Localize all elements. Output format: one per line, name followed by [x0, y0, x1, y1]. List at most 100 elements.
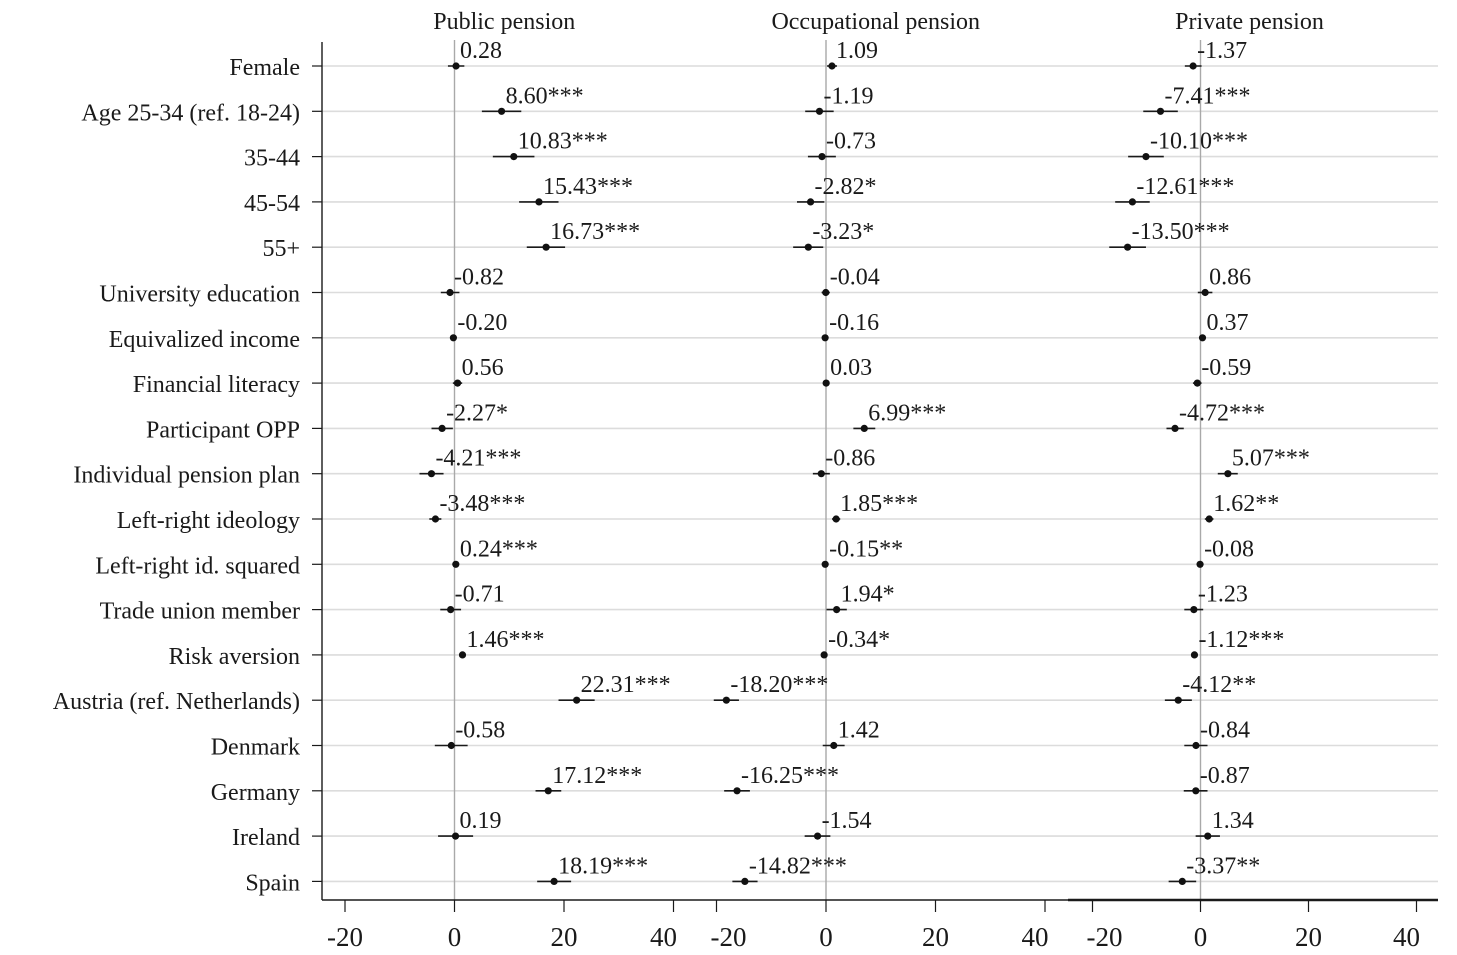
coefficient-point	[832, 515, 840, 523]
coefficient-point	[447, 741, 455, 750]
coefficient-label: -10.10***	[1150, 129, 1248, 155]
x-tick-label: 0	[448, 922, 462, 952]
coefficient-point	[1193, 379, 1201, 387]
x-tick-label: 20	[922, 922, 949, 952]
row-label: Ireland	[232, 825, 300, 851]
coefficient-label: 0.28	[460, 38, 502, 64]
coefficient-label: -13.50***	[1132, 219, 1230, 245]
coefficient-label: 0.37	[1206, 310, 1248, 336]
coefficient-point	[451, 832, 460, 840]
coefficient-label: -0.82	[454, 265, 504, 291]
coefficient-label: -0.73	[826, 129, 876, 155]
coefficient-point	[733, 787, 741, 795]
coefficient-label: -3.23*	[812, 219, 874, 245]
coefficient-point	[813, 832, 822, 840]
x-tick-label: -20	[711, 922, 747, 952]
coefficient-point	[1192, 741, 1200, 750]
coefficient-label: -0.59	[1201, 355, 1251, 381]
row-label: Left-right id. squared	[95, 553, 300, 579]
coefficient-point	[427, 470, 436, 478]
coefficient-label: -2.27*	[446, 400, 508, 426]
coefficient-label: 1.42	[838, 718, 880, 744]
row-label: 55+	[262, 236, 300, 262]
coefficient-label: 1.94*	[841, 582, 895, 608]
coefficient-point	[818, 153, 826, 161]
coefficient-point	[431, 515, 440, 523]
coefficient-point	[449, 334, 458, 342]
coefficient-label: -14.82***	[749, 853, 847, 879]
coefficient-label: -3.48***	[439, 491, 525, 517]
panel-title: Private pension	[1175, 9, 1324, 35]
x-tick-label: 0	[1194, 922, 1208, 952]
row-label: Individual pension plan	[73, 463, 300, 489]
coefficient-point	[1224, 470, 1232, 478]
row-label: 45-54	[244, 191, 300, 217]
coefficient-point	[1190, 606, 1198, 614]
coefficient-label: -4.72***	[1179, 400, 1265, 426]
coefficient-point	[447, 606, 455, 614]
coefficient-point	[822, 379, 830, 387]
coefficient-point	[1142, 153, 1150, 161]
coefficient-point	[820, 651, 828, 659]
coefficient-point	[833, 606, 841, 614]
coefficient-point	[535, 198, 543, 206]
coefficient-point	[550, 877, 558, 886]
coefficient-label: -0.58	[455, 718, 505, 744]
coefficient-label: 15.43***	[543, 174, 633, 200]
coefficient-label: -18.20***	[730, 672, 828, 698]
coefficient-label: 18.19***	[558, 853, 648, 879]
coefficient-label: 0.19	[460, 808, 502, 834]
coefficient-label: -0.15**	[829, 536, 903, 562]
coefficient-label: -0.34*	[828, 627, 890, 653]
coefficient-point	[1201, 288, 1209, 297]
coefficient-point	[497, 107, 506, 115]
coefficient-label: -7.41***	[1164, 83, 1250, 109]
coefficient-label: 0.03	[830, 355, 872, 381]
x-tick-label: 20	[1295, 922, 1322, 952]
coefficient-label: -0.16	[829, 310, 879, 336]
row-label: Austria (ref. Netherlands)	[53, 689, 300, 715]
row-label: Germany	[211, 780, 300, 806]
panel-title: Occupational pension	[771, 9, 980, 35]
coefficient-label: 1.85***	[840, 491, 918, 517]
coefficient-point	[1196, 560, 1204, 568]
coefficient-point	[1156, 107, 1165, 115]
row-label: Financial literacy	[133, 372, 300, 398]
coefficient-label: -0.87	[1200, 763, 1250, 789]
coefficient-point	[1174, 696, 1182, 704]
coefficient-point	[1190, 651, 1199, 659]
coefficient-label: 0.86	[1209, 265, 1251, 291]
coefficient-label: 8.60***	[506, 83, 584, 109]
row-label: University education	[99, 282, 300, 308]
coefficient-point	[1128, 198, 1137, 206]
coefficient-label: 0.56	[462, 355, 504, 381]
x-tick-label: 20	[551, 922, 578, 952]
coefficient-point	[1205, 515, 1213, 523]
coefficient-point	[452, 62, 460, 70]
coefficient-label: 1.46***	[466, 627, 544, 653]
coefficient-point	[542, 243, 550, 251]
row-label: Risk aversion	[169, 644, 300, 670]
coefficient-point	[1189, 62, 1197, 70]
coefficient-point	[438, 424, 446, 432]
coefficient-point	[806, 198, 815, 206]
x-tick-label: -20	[327, 922, 363, 952]
coefficient-point	[741, 877, 749, 886]
coefficient-point	[458, 651, 467, 659]
coefficient-label: -3.37**	[1186, 853, 1260, 879]
coefficient-point	[544, 787, 552, 795]
coefficient-point	[815, 107, 824, 115]
coefficient-point	[510, 153, 518, 161]
coefficient-point	[821, 334, 829, 342]
row-label: Participant OPP	[146, 417, 300, 443]
coefficient-label: -1.54	[822, 808, 872, 834]
coefficient-label: -0.08	[1204, 536, 1254, 562]
coefficient-label: -0.20	[457, 310, 507, 336]
x-tick-label: -20	[1087, 922, 1123, 952]
coefficient-label: -1.23	[1198, 582, 1248, 608]
coefficient-label: -1.12***	[1198, 627, 1284, 653]
coefficient-label: 10.83***	[518, 129, 608, 155]
row-label: Left-right ideology	[117, 508, 300, 534]
